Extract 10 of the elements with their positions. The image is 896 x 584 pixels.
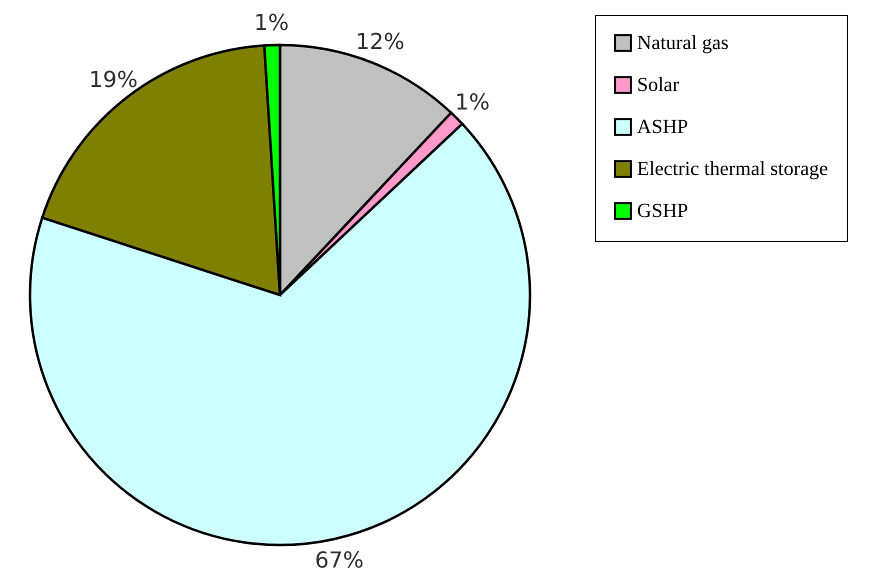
data-label: 19% <box>88 68 138 94</box>
legend-label: Electric thermal storage <box>637 158 828 180</box>
legend-label: GSHP <box>637 200 688 222</box>
data-label: 67% <box>314 548 364 574</box>
data-label: 1% <box>254 11 289 36</box>
legend-label: ASHP <box>637 116 688 138</box>
data-label: 12% <box>356 30 405 56</box>
legend-label: Natural gas <box>637 32 729 54</box>
data-label: 1% <box>454 90 490 116</box>
legend-label: Solar <box>637 74 680 96</box>
